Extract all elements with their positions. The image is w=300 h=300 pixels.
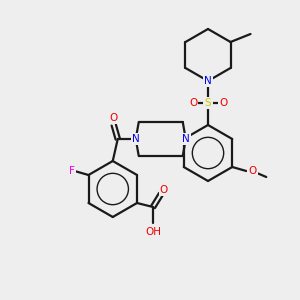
Text: O: O (160, 185, 168, 195)
Text: N: N (182, 134, 190, 144)
Text: O: O (110, 113, 118, 123)
Text: O: O (189, 98, 197, 108)
Text: S: S (205, 98, 211, 108)
Text: OH: OH (145, 227, 161, 237)
Text: O: O (248, 166, 256, 176)
Text: N: N (204, 76, 212, 86)
Text: O: O (219, 98, 227, 108)
Text: F: F (69, 166, 74, 176)
Text: N: N (132, 134, 140, 144)
